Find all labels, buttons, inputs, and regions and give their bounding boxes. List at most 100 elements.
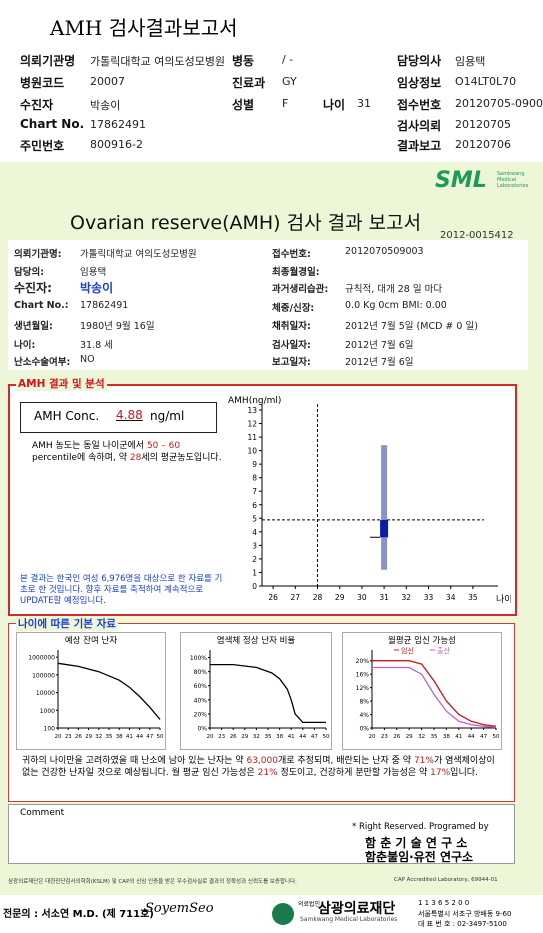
field-label: 병동 xyxy=(232,54,255,68)
text: AMH 농도는 동일 나이군에서 xyxy=(32,441,145,451)
cap: CAP Accredited Laboratory, 69944-01 xyxy=(394,877,498,883)
info-label: 검사일자: xyxy=(272,340,311,351)
info-value: 박송이 xyxy=(80,281,114,295)
curve xyxy=(57,662,161,720)
info-label: 채취일자: xyxy=(272,321,311,332)
institute: 함 춘 기 술 연 구 소 xyxy=(365,836,468,850)
y-tick-label: 16% xyxy=(356,672,370,679)
x-tick-label: 34 xyxy=(446,593,456,602)
report-title: Ovarian reserve(AMH) 검사 결과 보고서 xyxy=(70,212,422,234)
x-tick-label: 41 xyxy=(126,734,133,740)
birth: 17% xyxy=(430,768,451,778)
y-tick-label: 5 xyxy=(252,514,257,523)
foundation-tag: 의료법인 xyxy=(298,901,321,908)
text: 개로 추정되며, 배란되는 난자 중 약 xyxy=(277,756,414,766)
amh-description: AMH 농도는 동일 나이군에서 50 – 60 percentile에 속하며… xyxy=(32,440,222,464)
result-box xyxy=(380,519,389,538)
field-value: 20120705 xyxy=(455,118,511,131)
curve xyxy=(372,660,497,727)
x-tick-label: 47 xyxy=(311,734,318,740)
foundation-en: Samkwang Medical Laboratories xyxy=(300,916,398,923)
y-tick-label: 4 xyxy=(252,528,257,537)
y-tick-label: 1000 xyxy=(40,708,55,715)
x-tick-label: 44 xyxy=(468,734,475,740)
info-label: 나이: xyxy=(14,340,36,351)
logo-icon xyxy=(272,903,294,925)
y-tick-label: 11 xyxy=(247,433,257,442)
mini-chart: 염색체 정상 난자 비율 100% 80% 60% 40% 20% 0%20 23 26 29 32… xyxy=(180,632,332,750)
info-panel xyxy=(8,240,528,370)
field-value: 20007 xyxy=(90,75,125,88)
field-label: 성별 xyxy=(232,98,255,112)
x-tick-label: 44 xyxy=(136,734,143,740)
field-value: GY xyxy=(282,75,297,88)
field-value: 800916-2 xyxy=(90,138,143,151)
curve xyxy=(210,663,326,724)
field-value: 임용택 xyxy=(455,55,486,68)
x-tick-label: 41 xyxy=(455,734,462,740)
x-tick-label: 32 xyxy=(402,593,412,602)
x-tick-label: 29 xyxy=(241,734,248,740)
x-tick-label: 50 xyxy=(493,734,500,740)
field-label: 접수번호 xyxy=(397,98,442,112)
x-tick-label: 44 xyxy=(299,734,306,740)
eggs: 63,000 xyxy=(246,756,278,766)
pregnancy: 21% xyxy=(257,768,278,778)
info-label: Chart No.: xyxy=(14,300,69,311)
field-label: 의뢰기관명 xyxy=(20,54,76,68)
x-tick-label: 32 xyxy=(418,734,425,740)
x-tick-label: 26 xyxy=(268,593,278,602)
amh-section-title: AMH 결과 및 분석 xyxy=(16,376,107,391)
doctor: 전문의 : 서소연 M.D. (제 711호) xyxy=(3,909,154,920)
comment-label: Comment xyxy=(20,808,65,818)
text: 입니다. xyxy=(450,768,478,778)
info-value: 2012년 7월 5일 (MCD # 0 일) xyxy=(345,321,478,332)
x-tick-label: 38 xyxy=(276,734,283,740)
field-label: 병원코드 xyxy=(20,76,65,90)
x-tick-label: 47 xyxy=(146,734,153,740)
x-tick-label: 26 xyxy=(75,734,82,740)
x-tick-label: 47 xyxy=(480,734,487,740)
signature: SoyemSeo xyxy=(145,901,214,916)
info-label: 과거생리습관: xyxy=(272,284,329,295)
foundation: 삼광의료재단 xyxy=(318,901,396,917)
y-tick-label: 12% xyxy=(356,685,370,692)
amh-note: 본 결과는 한국인 여성 6,976명을 대상으로 한 자료를 기초로 한 것입… xyxy=(20,574,223,606)
mini-chart: 월평균 임신 가능성 20% 16% 12% 8% 4% 0%20 23 26 29 32 35 38 4… xyxy=(342,632,502,750)
mini-title: 염색체 정상 난자 비율 xyxy=(217,635,296,646)
y-tick-label: 10 xyxy=(247,447,257,456)
info-label: 체중/신장: xyxy=(272,303,315,314)
x-tick-label: 30 xyxy=(357,593,367,602)
y-tick-label: 12 xyxy=(247,420,257,429)
x-tick-label: 20 xyxy=(369,734,376,740)
x-tick-label: 26 xyxy=(393,734,400,740)
amh-value: 4.88 xyxy=(116,408,143,422)
report-id: 2012-0015412 xyxy=(440,230,514,241)
y-tick-label: 20% xyxy=(194,711,208,718)
info-value: 임용택 xyxy=(80,267,107,278)
info-label: 수진자: xyxy=(14,281,52,295)
field-label: 주민번호 xyxy=(20,139,65,153)
field-label: 수진자 xyxy=(20,98,54,112)
field-value: 20120706 xyxy=(455,138,511,151)
percentile: 50 – 60 xyxy=(146,441,181,451)
x-tick-label: 29 xyxy=(335,593,345,602)
address: 서울특별시 서초구 방배동 9-60 xyxy=(418,910,512,918)
info-value: 0.0 Kg 0cm BMI: 0.00 xyxy=(345,300,447,311)
header-title: AMH 검사결과보고서 xyxy=(50,16,238,40)
field-label: 검사의뢰 xyxy=(397,119,442,133)
y-axis-label: AMH(ng/ml) xyxy=(228,396,281,406)
x-tick-label: 50 xyxy=(323,734,330,740)
info-label: 난소수술여부: xyxy=(14,357,71,368)
y-tick-label: 6 xyxy=(252,501,257,510)
y-tick-label: 60% xyxy=(194,683,208,690)
text: 귀하의 나이만을 고려하였을 때 난소에 남아 있는 난자는 약 xyxy=(22,756,247,766)
field-value: 가톨릭대학교 여의도성모병원 xyxy=(90,55,226,68)
info-value: NO xyxy=(80,354,95,365)
field-value: 박송이 xyxy=(90,99,121,112)
summary: 귀하의 나이만을 고려하였을 때 난소에 남아 있는 난자는 약 63,000개… xyxy=(22,755,502,779)
y-tick-label: 3 xyxy=(252,541,257,550)
info-value: 규칙적, 대개 28 일 마다 xyxy=(345,284,443,295)
info-value: 2012년 7월 6일 xyxy=(345,340,414,351)
